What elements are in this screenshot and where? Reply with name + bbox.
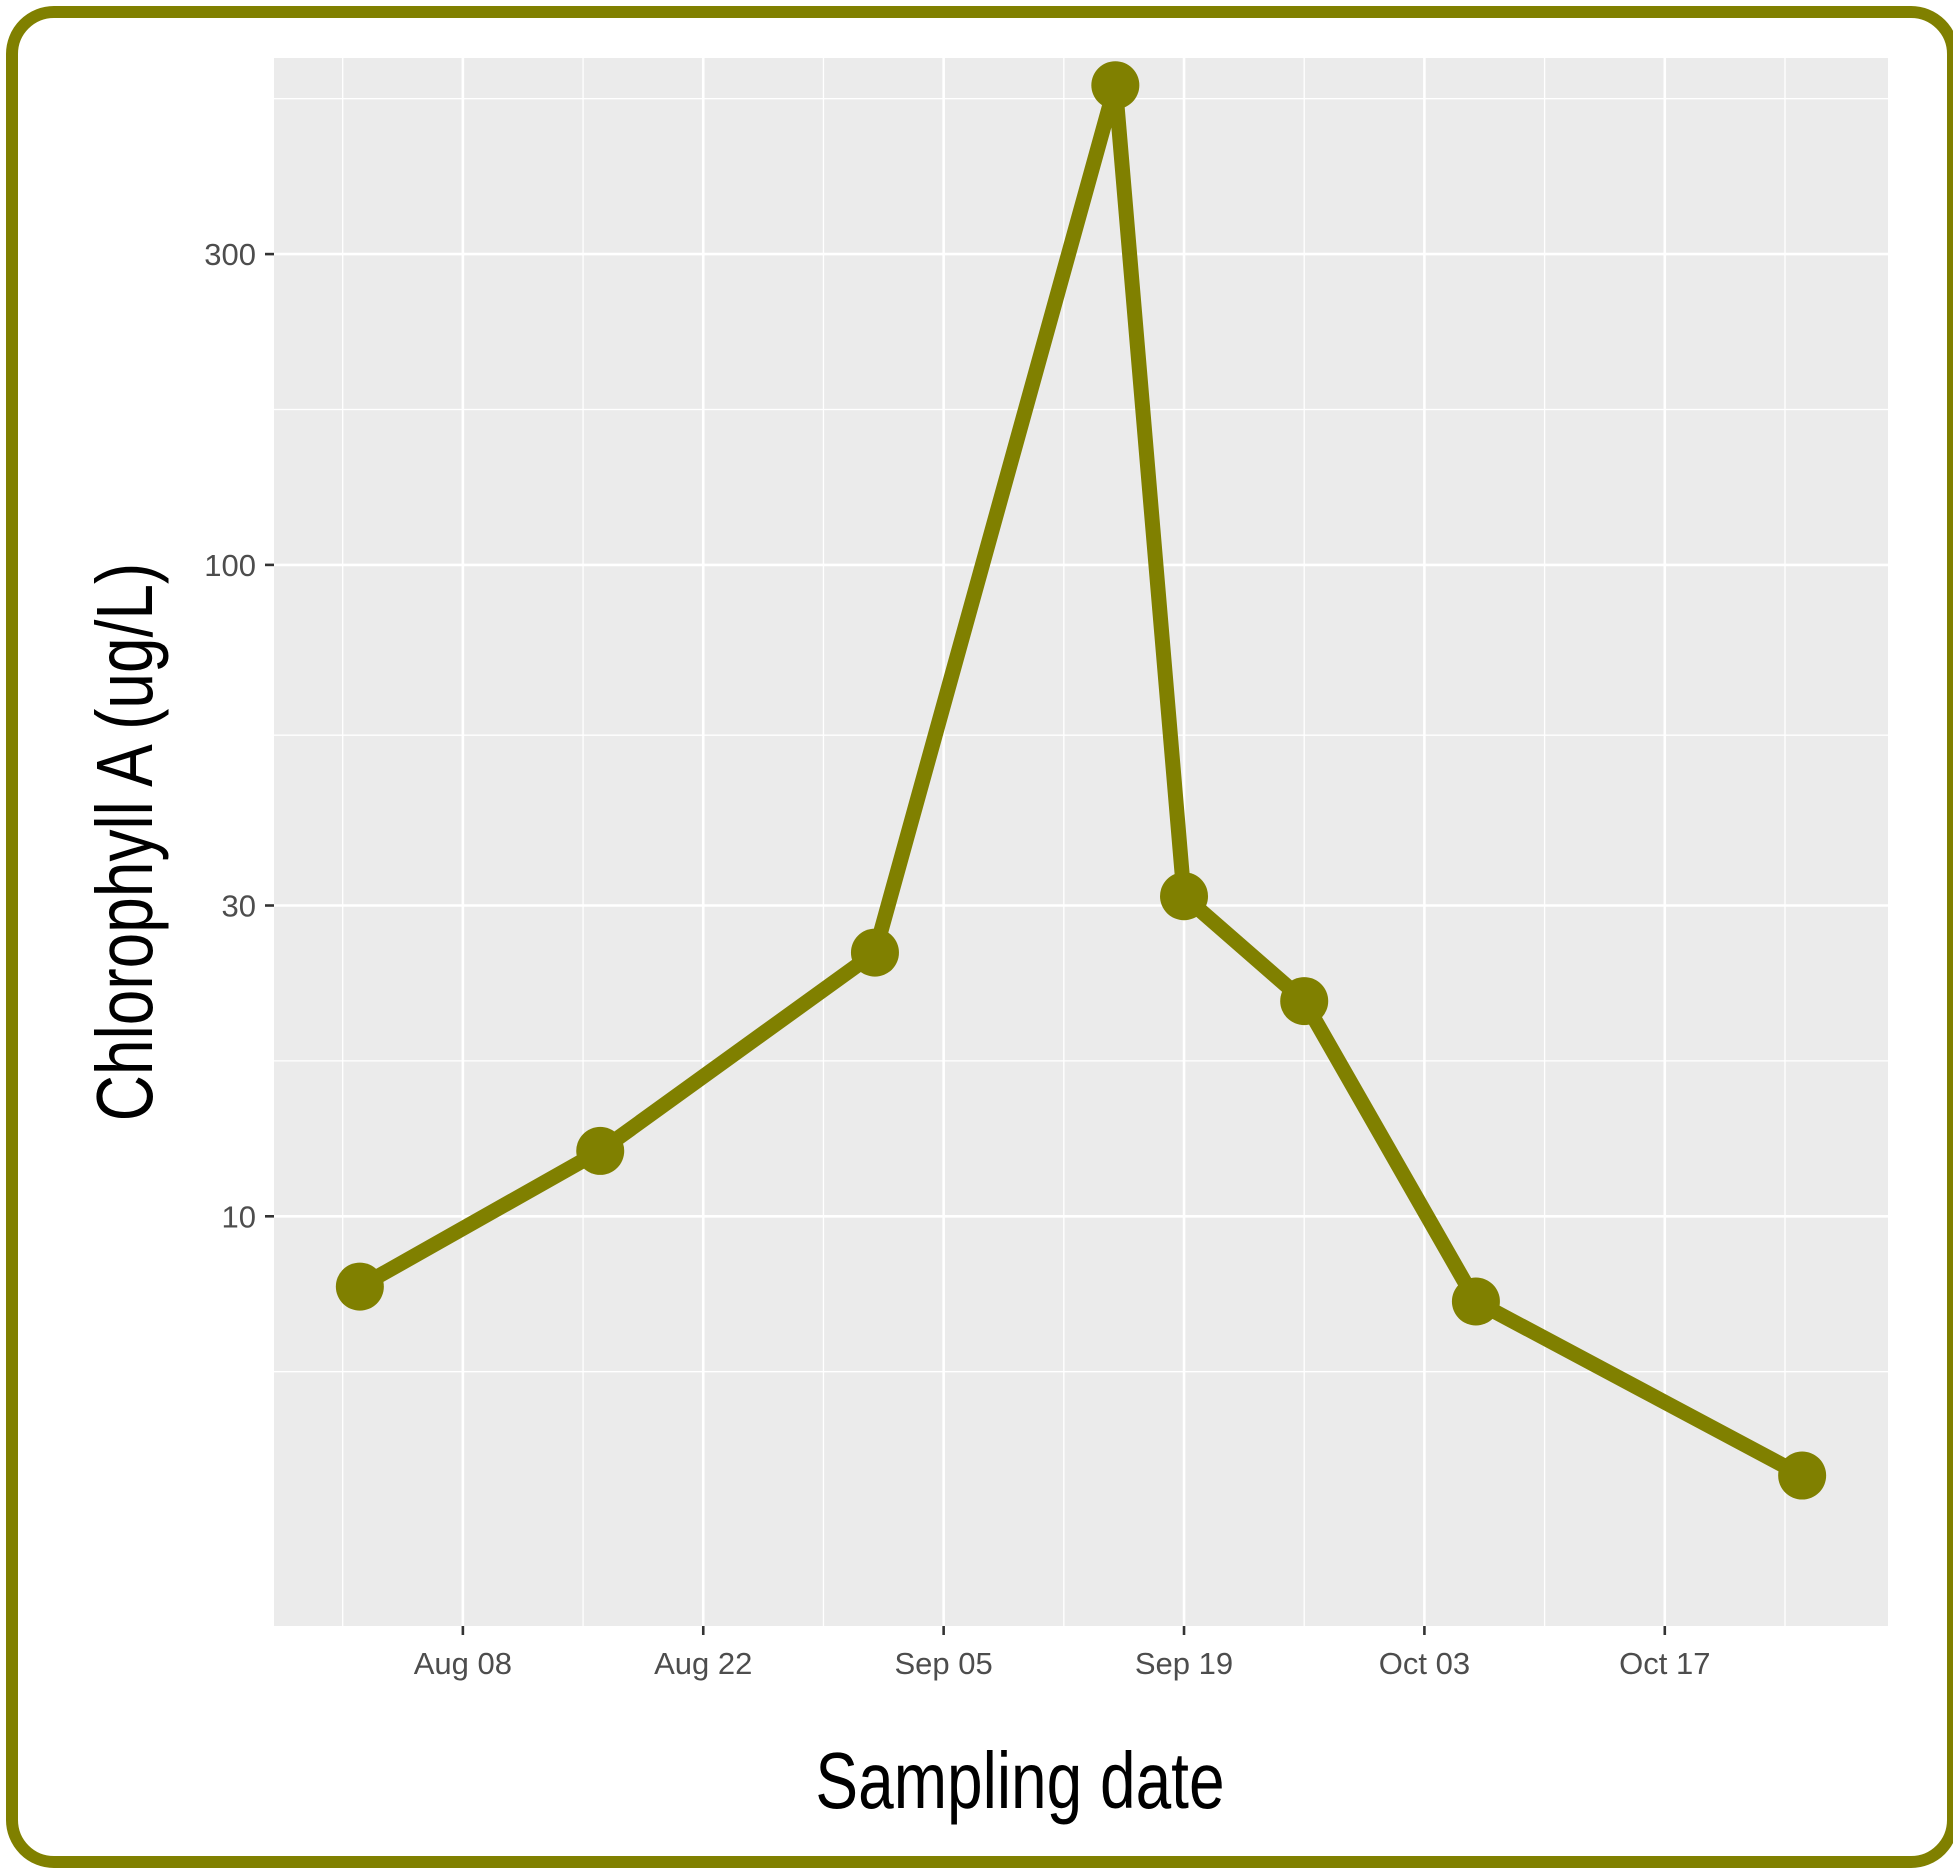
data-point — [1091, 61, 1140, 110]
y-tick-label: 300 — [204, 237, 256, 272]
y-axis-title: Chlorophyll A (ug/L) — [80, 563, 169, 1121]
data-point — [576, 1126, 625, 1175]
x-tick-label: Oct 17 — [1619, 1646, 1710, 1681]
data-point — [1280, 977, 1329, 1026]
data-point — [335, 1262, 384, 1311]
x-tick-label: Aug 22 — [654, 1646, 752, 1681]
x-tick-label: Sep 05 — [895, 1646, 993, 1681]
y-tick-labels: 10 30 100 300 — [204, 237, 256, 1234]
x-tick-labels: Aug 08 Aug 22 Sep 05 Sep 19 Oct 03 Oct 17 — [414, 1646, 1711, 1681]
data-point — [850, 928, 899, 977]
series-line — [356, 83, 1806, 1483]
data-point — [1160, 872, 1209, 921]
y-tick-label: 30 — [222, 889, 256, 924]
plot-panel — [274, 58, 1888, 1626]
data-point — [1778, 1451, 1827, 1500]
x-tick-label: Aug 08 — [414, 1646, 512, 1681]
x-tick-label: Oct 03 — [1379, 1646, 1470, 1681]
grid-minor — [274, 58, 1888, 1626]
series-layer — [335, 61, 1827, 1500]
y-tick-label: 10 — [222, 1199, 256, 1234]
x-tick-label: Sep 19 — [1135, 1646, 1233, 1681]
data-point — [1451, 1277, 1500, 1326]
axis-ticks — [265, 252, 1667, 1635]
x-axis-title: Sampling date — [815, 1736, 1224, 1825]
grid-major — [274, 58, 1888, 1626]
y-tick-label: 100 — [204, 548, 256, 583]
